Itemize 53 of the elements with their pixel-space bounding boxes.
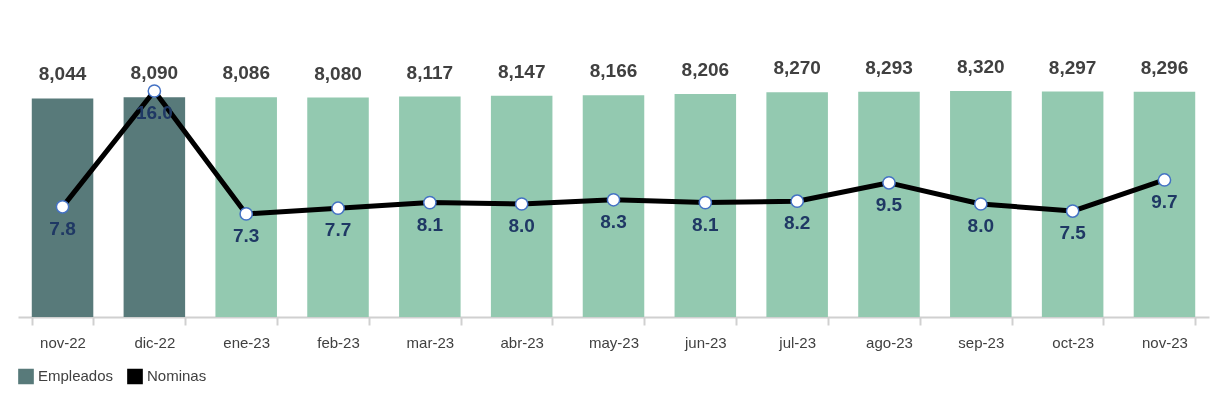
- bar: [766, 92, 828, 317]
- data-label: 8,166: [589, 60, 638, 82]
- data-label: 9.7: [1151, 190, 1178, 212]
- data-label: 8,293: [865, 56, 913, 78]
- data-label: 8,297: [1048, 56, 1097, 78]
- data-label: 7.7: [324, 219, 352, 241]
- x-tick-label: ago-23: [866, 333, 913, 351]
- x-tick-label: oct-23: [1052, 333, 1094, 351]
- bar: [307, 97, 369, 317]
- bar: [123, 97, 186, 317]
- data-label: 8,147: [497, 60, 546, 82]
- data-label: 8.3: [600, 210, 627, 232]
- data-label: 7.8: [49, 217, 76, 239]
- bar: [399, 96, 461, 317]
- x-tick-label: jun-23: [683, 333, 727, 351]
- x-tick-label: ene-23: [223, 333, 271, 351]
- legend-label: Nominas: [147, 367, 207, 385]
- data-label: 8,080: [314, 62, 362, 84]
- x-tick-label: nov-22: [40, 333, 86, 351]
- x-tick-label: mar-23: [406, 333, 455, 351]
- legend-label: Empleados: [38, 367, 114, 385]
- bar: [215, 97, 277, 317]
- bar: [1133, 91, 1196, 317]
- data-label: 8,117: [406, 61, 454, 83]
- data-label: 8,296: [1140, 56, 1189, 78]
- data-label: 8.1: [416, 213, 444, 235]
- bar: [490, 95, 553, 317]
- data-label: 8.0: [508, 215, 535, 236]
- bar: [674, 94, 737, 317]
- bar: [31, 98, 94, 317]
- data-label: 8,270: [773, 57, 821, 79]
- x-tick-label: may-23: [588, 333, 640, 351]
- x-tick-label: feb-23: [317, 333, 360, 351]
- bar: [950, 91, 1012, 317]
- data-label: 8,090: [130, 62, 179, 84]
- data-label: 8,320: [957, 56, 1005, 77]
- data-label: 8,206: [681, 59, 730, 81]
- data-label: 8.2: [783, 212, 811, 234]
- x-tick-label: nov-23: [1142, 333, 1188, 351]
- data-label: 8,044: [38, 63, 87, 85]
- x-tick-label: jul-23: [778, 333, 816, 351]
- data-label: 8,086: [222, 62, 270, 84]
- bar: [858, 91, 920, 317]
- bar: [582, 95, 645, 317]
- x-tick-label: sep-23: [958, 333, 1005, 351]
- data-label: 8.0: [967, 215, 995, 236]
- data-label: 7.3: [232, 224, 260, 246]
- x-tick-label: dic-22: [134, 333, 176, 351]
- data-label: 8.1: [692, 213, 719, 235]
- data-label: 7.5: [1059, 222, 1087, 244]
- bar: [1041, 91, 1104, 317]
- x-tick-label: abr-23: [500, 333, 544, 351]
- data-label: 9.5: [875, 193, 903, 215]
